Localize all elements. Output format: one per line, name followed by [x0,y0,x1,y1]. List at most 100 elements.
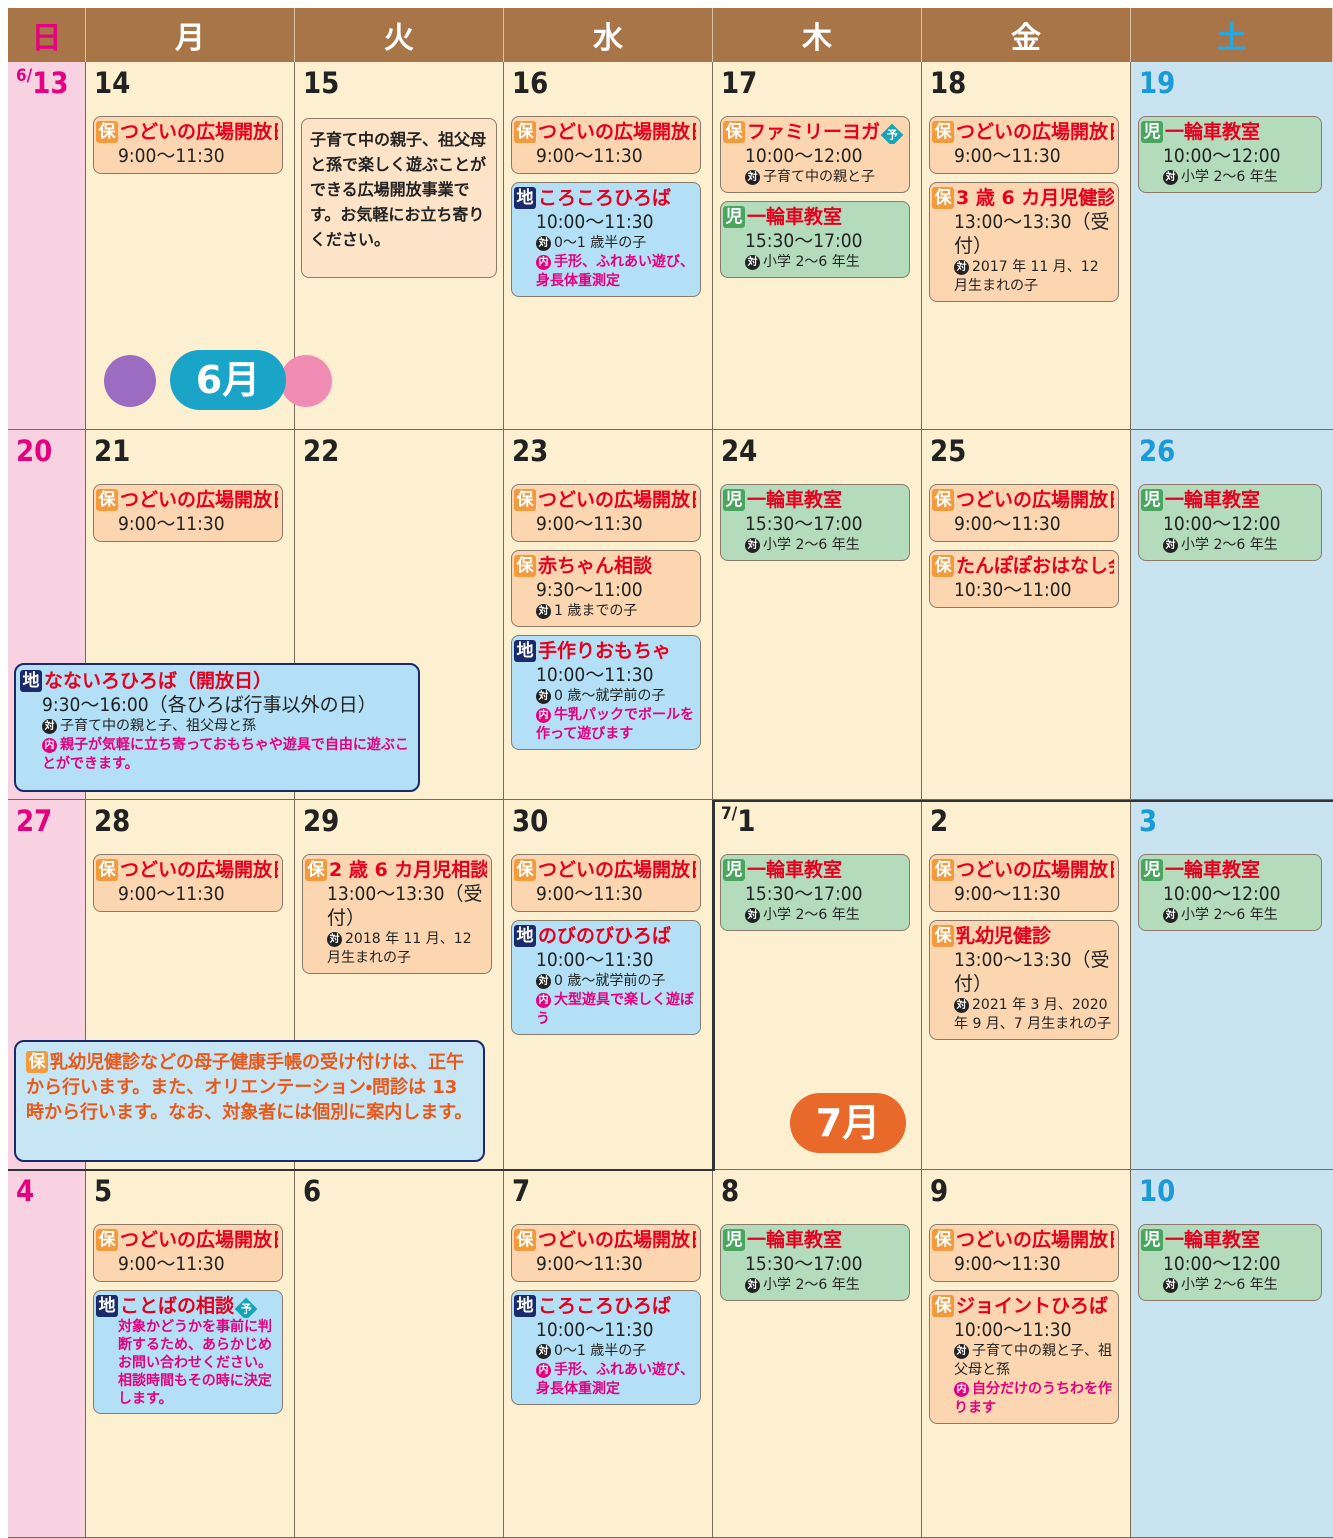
date-label: 7/1 [713,800,921,846]
target-text: 0 歳〜就学前の子 [554,688,666,704]
day-cell: 24 児一輪車教室 15:30〜17:00 対小学 2〜6 年生 [713,430,922,800]
event: 保つどいの広場開放日 9:00〜11:30 [511,116,701,174]
event-content: 内自分だけのうちわを作ります [932,1380,1114,1418]
event-time: 9:00〜11:30 [536,1253,643,1275]
event-list [8,108,85,116]
date-day: 29 [303,804,340,838]
event-list: 児一輪車教室 15:30〜17:00 対小学 2〜6 年生 [713,1216,921,1301]
event: 保つどいの広場開放日 9:00〜11:30 [511,484,701,542]
weekday-header: 火 [295,8,504,62]
event-title: 3 歳 6 カ月児健診 [956,187,1114,209]
event-list: 保つどいの広場開放日 9:00〜11:30 保ジョイントひろば 10:00〜11:30… [922,1216,1130,1424]
event-title-row: 地ころころひろば [514,1294,696,1318]
event-title: 手作りおもちゃ [538,640,672,662]
event-tag: 地 [20,670,42,692]
event-title-row: 地なないろひろば（開放日） [20,669,414,693]
event-target: 対小学 2〜6 年生 [723,1276,905,1295]
date-label: 15 [295,62,503,108]
target-text: 小学 2〜6 年生 [1181,907,1278,923]
event-title: ジョイントひろば [956,1295,1109,1317]
target-icon: 対 [1163,908,1178,923]
event: 保つどいの広場開放日 9:00〜11:30 [929,484,1119,542]
event-tag: 保 [932,187,954,209]
event-tag: 保 [96,489,118,511]
date-label: 2 [922,800,1130,846]
event: 地ころころひろば 10:00〜11:30 対 0〜1 歳半の子内手形、ふれあい遊び、身… [511,1290,701,1405]
event-title-row: 児一輪車教室 [1141,858,1317,882]
date-day: 4 [16,1174,35,1208]
target-text: 子育て中の親と子、祖父母と孫 [60,718,256,734]
event: 児一輪車教室 15:30〜17:00 対小学 2〜6 年生 [720,484,910,561]
event-time: 10:00〜11:30 [954,1319,1072,1341]
event-tag: 保 [514,1229,536,1251]
target-text: 小学 2〜6 年生 [763,907,860,923]
target-icon: 対 [42,719,57,734]
weekday-header: 月 [86,8,295,62]
event-title-row: 保つどいの広場開放日 [96,120,278,144]
event-list: 児一輪車教室 10:00〜12:00 対小学 2〜6 年生 [1131,846,1333,931]
event-tag: 保 [723,121,745,143]
date-day: 2 [930,804,949,838]
target-icon: 対 [327,932,342,947]
notice-text: 乳幼児健診などの母子健康手帳の受け付けは、正午から行います。また、オリエンテーシ… [26,1052,473,1123]
event-title: のびのびひろば [538,925,672,947]
day-cell: 6 [295,1170,504,1538]
event-title-row: 保たんぽぽおはなし会 [932,554,1114,578]
event-list: 保つどいの広場開放日 9:00〜11:30 保 3 歳 6 カ月児健診 13:00〜13… [922,108,1130,302]
date-day: 5 [94,1174,113,1208]
event-time: 10:00〜11:30 [536,949,654,971]
event-title-row: 保つどいの広場開放日 [514,488,696,512]
date-label: 20 [8,430,85,476]
date-label: 5 [86,1170,294,1216]
banner-event: 地なないろひろば（開放日） 9:30〜16:00（各ひろば行事以外の日）対子育て中… [14,663,420,792]
date-label: 3 [1131,800,1333,846]
event-title-row: 児一輪車教室 [1141,120,1317,144]
content-text: 自分だけのうちわを作ります [954,1381,1112,1416]
content-text: 大型遊具で楽しく遊ぼう [536,992,694,1027]
target-text: 0 歳〜就学前の子 [554,973,666,989]
target-icon: 対 [745,538,760,553]
event-title-row: 保赤ちゃん相談 [514,554,696,578]
target-icon: 対 [536,974,551,989]
day-cell: 23 保つどいの広場開放日 9:00〜11:30 保赤ちゃん相談 9:30〜11:00 対… [504,430,713,800]
event: 保つどいの広場開放日 9:00〜11:30 [93,854,283,912]
event-title: 一輪車教室 [1165,121,1261,143]
event-time: 15:30〜17:00 [745,230,863,252]
event-time: 9:00〜11:30 [118,145,225,167]
date-day: 19 [1139,66,1176,100]
content-icon: 内 [42,738,57,753]
target-text: 小学 2〜6 年生 [763,537,860,553]
event-title: つどいの広場開放日 [538,1229,696,1251]
event-tag: 児 [723,489,745,511]
target-text: 小学 2〜6 年生 [1181,537,1278,553]
flower-decoration [280,355,332,407]
event-list: 児一輪車教室 10:00〜12:00 対小学 2〜6 年生 [1131,1216,1333,1301]
event-title: 一輪車教室 [747,489,843,511]
event-content: 内手形、ふれあい遊び、身長体重測定 [514,253,696,291]
day-cell: 10 児一輪車教室 10:00〜12:00 対小学 2〜6 年生 [1131,1170,1333,1538]
event: 地ことばの相談予対象かどうかを事前に判断するため、あらかじめお問い合わせください… [93,1290,283,1414]
event-time: 9:00〜11:30 [954,145,1061,167]
date-label: 24 [713,430,921,476]
date-label: 26 [1131,430,1333,476]
event-list: 児一輪車教室 15:30〜17:00 対小学 2〜6 年生 [713,846,921,931]
target-text: 0〜1 歳半の子 [554,235,647,251]
reservation-badge: 予 [880,123,904,144]
content-icon: 内 [536,993,551,1008]
event-title-row: 保つどいの広場開放日 [514,1228,696,1252]
date-day: 16 [512,66,549,100]
event-time: 9:00〜11:30 [118,1253,225,1275]
event: 保赤ちゃん相談 9:30〜11:00 対 1 歳までの子 [511,550,701,627]
event-time: 10:00〜11:30 [536,664,654,686]
event: 保つどいの広場開放日 9:00〜11:30 [929,116,1119,174]
event-description: 対象かどうかを事前に判断するため、あらかじめお問い合わせください。相談時間もその… [118,1319,272,1407]
day-cell: 6/13 [8,62,86,430]
notice-tag: 保 [26,1051,48,1073]
event-list: 保つどいの広場開放日 9:00〜11:30 [86,476,294,542]
flower-decoration [104,355,156,407]
event-list: 児一輪車教室 15:30〜17:00 対小学 2〜6 年生 [713,476,921,561]
event-list: 保ファミリーヨガ予 10:00〜12:00 対子育て中の親と子児一輪車教室 15:30… [713,108,921,278]
event-list: 保つどいの広場開放日 9:00〜11:30 地ころころひろば 10:00〜11:30 対… [504,1216,712,1405]
